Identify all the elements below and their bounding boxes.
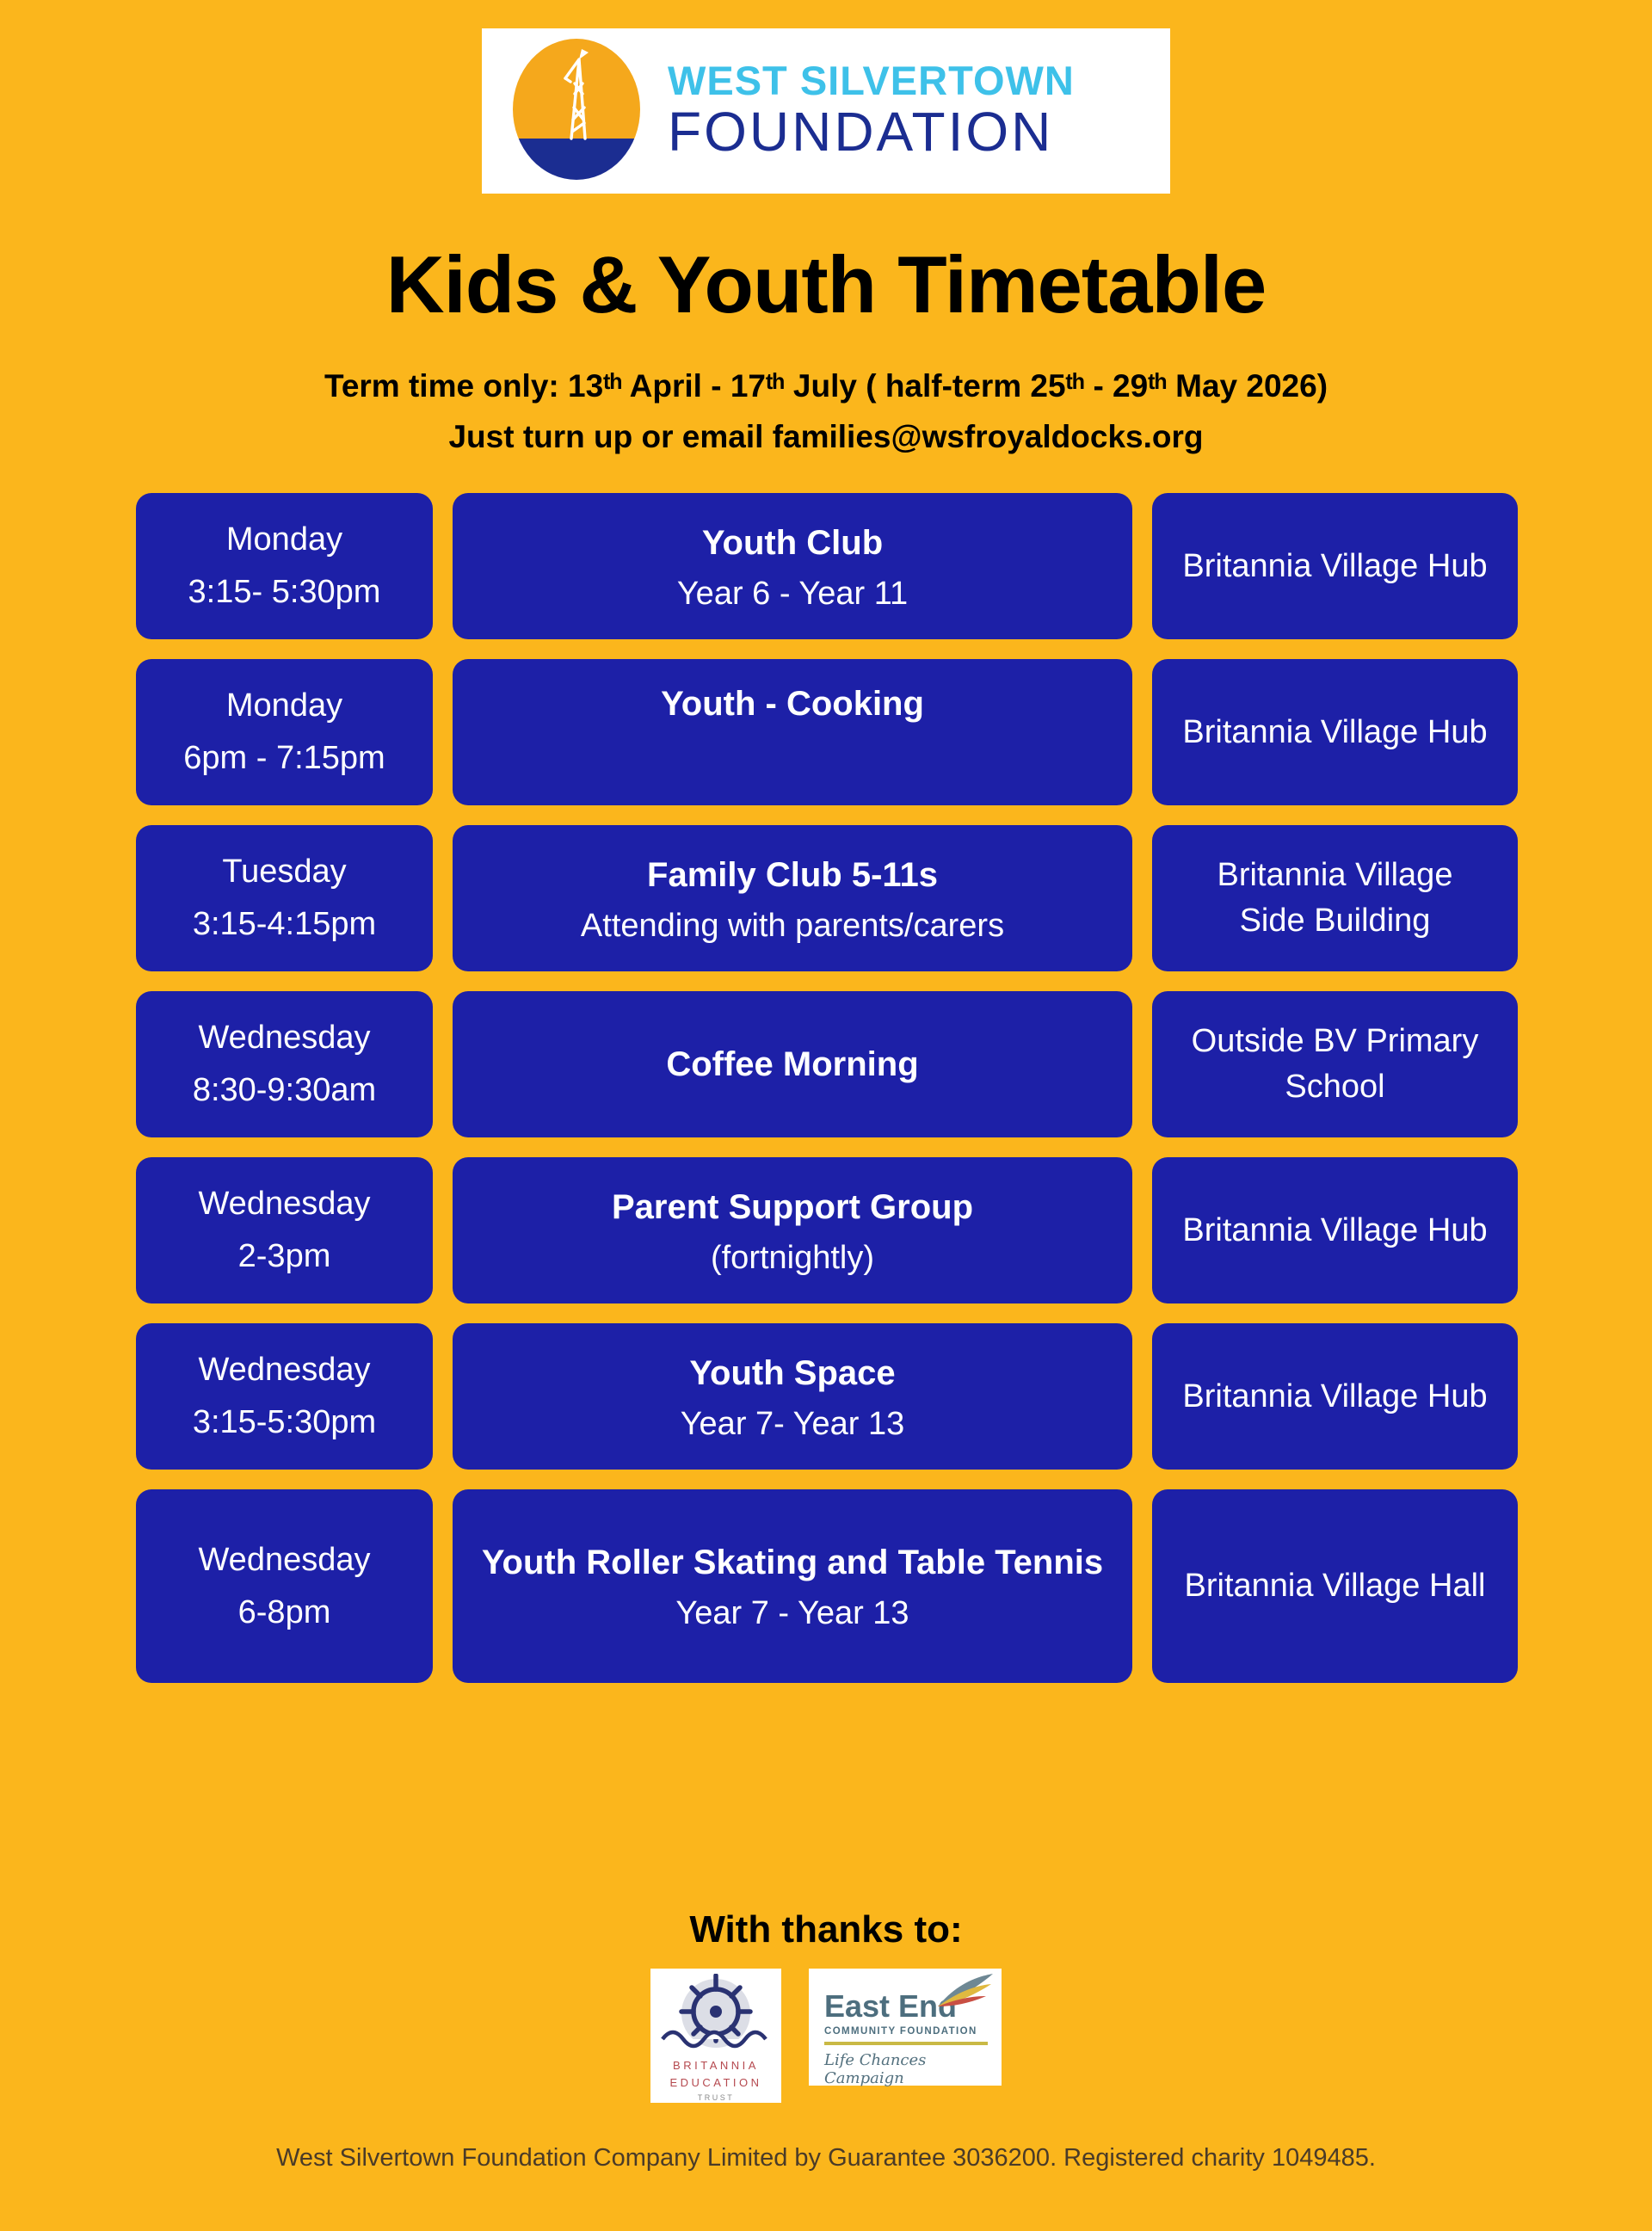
page-title: Kids & Youth Timetable [385,239,1267,330]
timetable-row2-daytime: Monday 6pm - 7:15pm [136,659,433,806]
timetable-row2-location: Britannia Village Hub [1152,659,1518,806]
timetable-row5-location: Britannia Village Hub [1152,1157,1518,1304]
eecf-tagline: Life Chances Campaign [824,2051,927,2088]
east-end-community-foundation-logo: East End COMMUNITY FOUNDATION Life Chanc… [809,1969,1002,2088]
timetable-row4-activity: Coffee Morning [453,991,1132,1138]
thanks-heading: With thanks to: [689,1908,963,1951]
timetable-row6-location: Britannia Village Hub [1152,1323,1518,1470]
timetable-row4-location: Outside BV Primary School [1152,991,1518,1138]
timetable-row3-daytime: Tuesday 3:15-4:15pm [136,825,433,972]
contact-line: Just turn up or email families@wsfroyald… [448,419,1204,455]
timetable-row1-activity: Youth Club Year 6 - Year 11 [453,493,1132,640]
timetable-row4-daytime: Wednesday 8:30-9:30am [136,991,433,1138]
timetable-grid: Monday 3:15- 5:30pm Youth Club Year 6 - … [136,493,1518,1684]
timetable-row6-daytime: Wednesday 3:15-5:30pm [136,1323,433,1470]
logo-line-foundation: FOUNDATION [668,101,1054,163]
britannia-name-line1: BRITANNIA [673,2059,759,2073]
timetable-row6-activity: Youth Space Year 7- Year 13 [453,1323,1132,1470]
eecf-divider [824,2042,988,2046]
britannia-trust-label: TRUST [697,2093,735,2103]
timetable-row5-activity: Parent Support Group (fortnightly) [453,1157,1132,1304]
britannia-education-trust-logo: BRITANNIA EDUCATION TRUST [650,1969,781,2104]
sponsor-logos: BRITANNIA EDUCATION TRUST East End COMMU… [0,1969,1652,2104]
foundation-logo: WEST SILVERTOWN FOUNDATION [482,28,1170,194]
term-info: Term time only: 13ᵗʰ April - 17ᵗʰ July (… [0,361,1652,462]
timetable-row1-daytime: Monday 3:15- 5:30pm [136,493,433,640]
crane-icon [511,37,642,186]
term-dates-line: Term time only: 13ᵗʰ April - 17ᵗʰ July (… [324,368,1328,404]
charity-registration-note: West Silvertown Foundation Company Limit… [276,2144,1376,2172]
logo-wordmark: WEST SILVERTOWN FOUNDATION [668,59,1075,163]
timetable-row5-daytime: Wednesday 2-3pm [136,1157,433,1304]
britannia-name-line2: EDUCATION [669,2075,762,2089]
timetable-row3-activity: Family Club 5-11s Attending with parents… [453,825,1132,972]
timetable-row7-activity: Youth Roller Skating and Table Tennis Ye… [453,1489,1132,1684]
timetable-row7-daytime: Wednesday 6-8pm [136,1489,433,1684]
timetable-row3-location: Britannia Village Side Building [1152,825,1518,972]
timetable-row2-activity: Youth - Cooking [453,659,1132,806]
timetable-row1-location: Britannia Village Hub [1152,493,1518,640]
ship-wheel-icon [657,1973,774,2057]
eecf-subtitle: COMMUNITY FOUNDATION [824,2026,977,2037]
timetable-row7-location: Britannia Village Hall [1152,1489,1518,1684]
logo-line-west-silvertown: WEST SILVERTOWN [668,58,1075,104]
swoosh-icon [936,1972,996,2012]
eecf-title: East End [824,1988,958,2025]
